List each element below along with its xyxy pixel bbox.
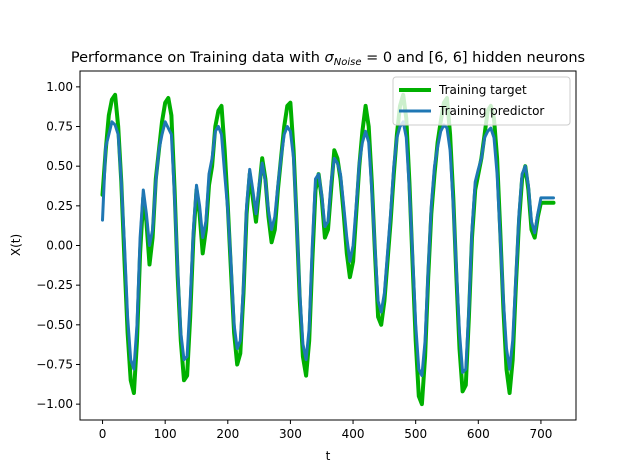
y-tick-label: −1.00 — [36, 397, 73, 411]
legend-label-training-target: Training target — [438, 83, 527, 97]
y-axis-label: X(t) — [9, 234, 23, 256]
chart-title: Performance on Training data with σNoise… — [71, 50, 585, 68]
y-tick-label: −0.75 — [36, 357, 73, 371]
y-tick-label: 0.25 — [46, 199, 73, 213]
y-tick-label: −0.50 — [36, 318, 73, 332]
series-line-training-target — [100, 92, 556, 407]
y-tick-label: 0.50 — [46, 159, 73, 173]
y-tick-label: 1.00 — [46, 80, 73, 94]
x-tick-label: 200 — [216, 427, 239, 441]
x-tick-label: 700 — [529, 427, 552, 441]
x-tick-label: 400 — [342, 427, 365, 441]
series-lines — [100, 92, 556, 407]
x-tick-label: 500 — [404, 427, 427, 441]
y-tick-label: 0.00 — [46, 239, 73, 253]
y-tick-label: 0.75 — [46, 120, 73, 134]
x-tick-label: 300 — [279, 427, 302, 441]
x-axis-label: t — [326, 449, 331, 463]
x-tick-label: 600 — [467, 427, 490, 441]
y-tick-label: −0.25 — [36, 278, 73, 292]
legend-label-training-predictor: Training predictor — [438, 104, 544, 118]
x-tick-label: 0 — [99, 427, 107, 441]
legend: Training target Training predictor — [392, 76, 571, 126]
x-tick-label: 100 — [154, 427, 177, 441]
series-line-training-predictor — [101, 120, 555, 378]
y-axis: −1.00 −0.75 −0.50 −0.25 0.00 0.25 0.50 0.75 1.00 — [36, 80, 80, 411]
chart-title-text: Performance on Training data with σNoise… — [71, 50, 585, 68]
x-axis: 0 100 200 300 400 500 600 700 — [99, 420, 552, 441]
legend-box — [392, 76, 571, 126]
